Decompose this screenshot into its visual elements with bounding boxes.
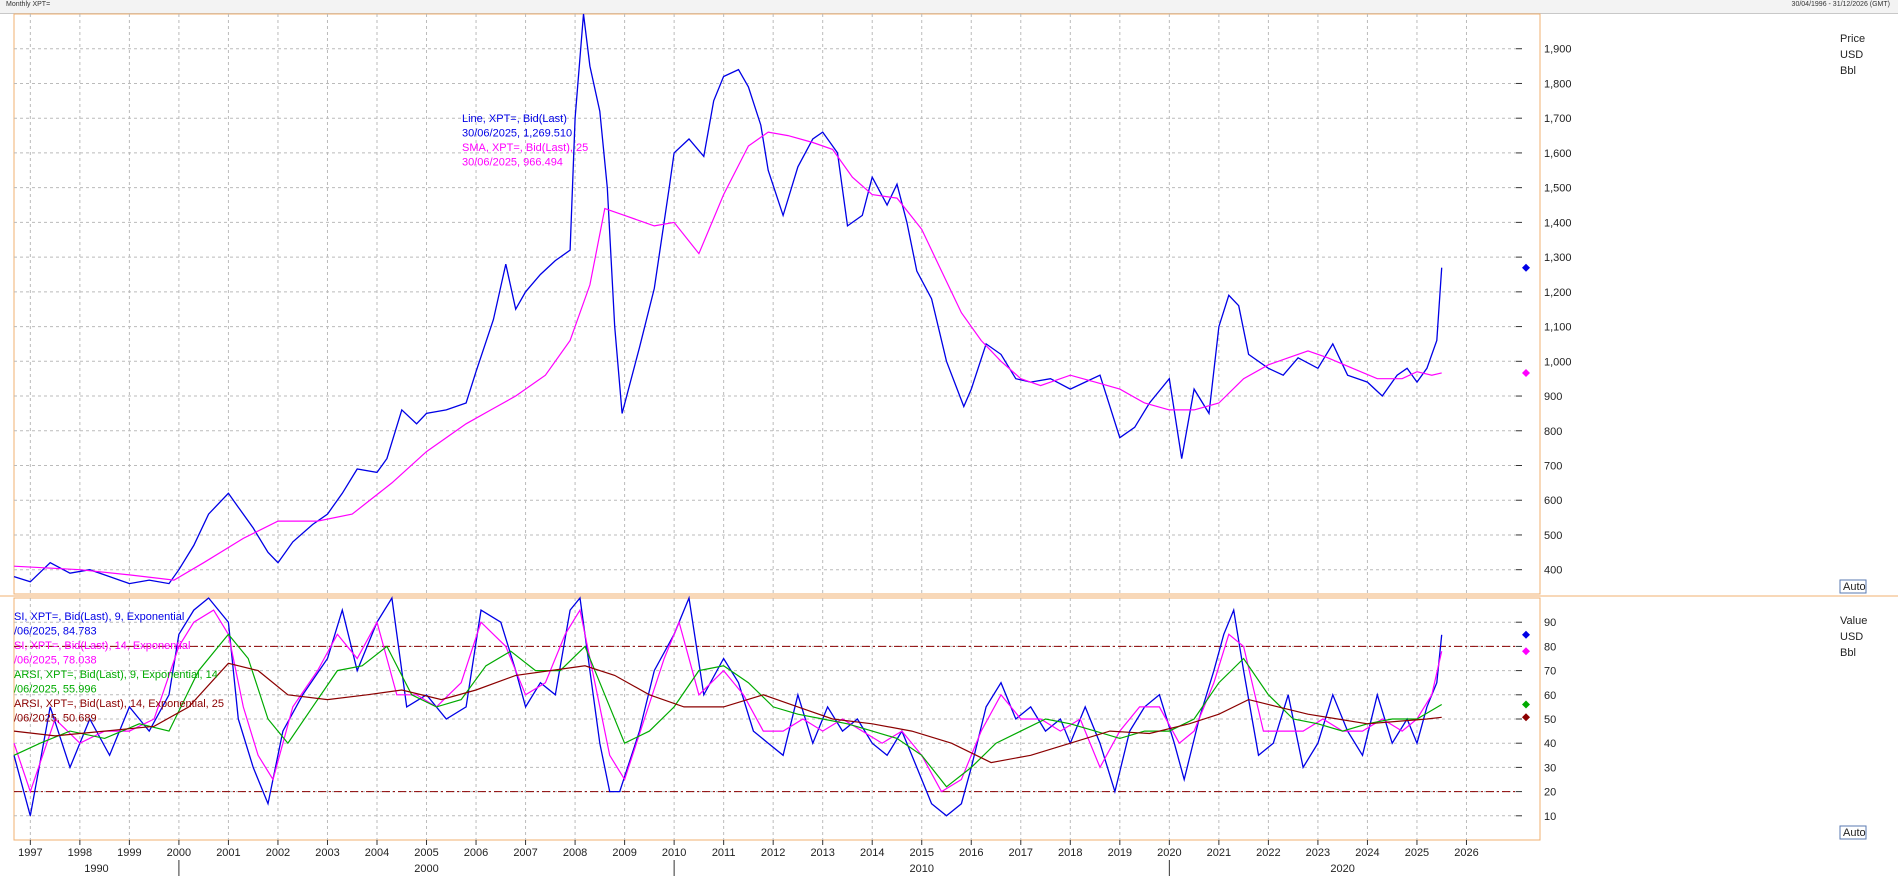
y-tick-label: 1,800 — [1544, 78, 1572, 90]
y-tick-label: 1,500 — [1544, 183, 1572, 195]
price-panel-frame — [13, 13, 1541, 595]
x-tick-label: 1998 — [68, 847, 92, 859]
x-tick-label: 2015 — [909, 847, 933, 859]
rsi-legend-text: /06/2025, 55.996 — [14, 684, 97, 696]
price-last-value-marker — [1522, 368, 1530, 377]
rsi-legend-text: /06/2025, 50.689 — [14, 713, 97, 725]
y-tick-label: 1,100 — [1544, 322, 1572, 334]
window-title: Monthly XPT= — [6, 1, 51, 8]
price-series-line — [13, 131, 1442, 581]
y-tick-label: 700 — [1544, 460, 1562, 472]
decade-label: 2010 — [909, 863, 933, 875]
rsi-series-line — [13, 662, 1442, 764]
y-tick-label: 1,200 — [1544, 287, 1572, 299]
y-tick-label: 10 — [1544, 811, 1556, 823]
x-tick-label: 2004 — [365, 847, 389, 859]
rsi-axis-unit-label: Bbl — [1840, 647, 1856, 659]
rsi-legend-text: ARSI, XPT=, Bid(Last), 14, Exponential, … — [14, 698, 224, 710]
x-tick-label: 2000 — [167, 847, 191, 859]
rsi-axis-unit-label: USD — [1840, 631, 1863, 643]
rsi-legend-text: ARSI, XPT=, Bid(Last), 9, Exponential, 1… — [14, 669, 218, 681]
x-tick-label: 2005 — [414, 847, 438, 859]
decade-label: 2020 — [1330, 863, 1354, 875]
rsi-legend-text: SI, XPT=, Bid(Last), 9, Exponential — [14, 611, 184, 623]
y-tick-label: 40 — [1544, 738, 1556, 750]
y-tick-label: 30 — [1544, 762, 1556, 774]
rsi-auto-button-label: Auto — [1843, 827, 1866, 839]
price-legend-text: SMA, XPT=, Bid(Last), 25 — [462, 142, 588, 154]
y-tick-label: 800 — [1544, 426, 1562, 438]
y-tick-label: 1,600 — [1544, 148, 1572, 160]
rsi-legend-text: /06/2025, 78.038 — [14, 655, 97, 667]
x-tick-label: 2010 — [662, 847, 686, 859]
y-tick-label: 80 — [1544, 641, 1556, 653]
y-tick-label: 50 — [1544, 714, 1556, 726]
window-date-range: 30/04/1996 - 31/12/2026 (GMT) — [1791, 1, 1890, 8]
decade-label: 2000 — [414, 863, 438, 875]
y-tick-label: 1,000 — [1544, 356, 1572, 368]
price-legend-text: 30/06/2025, 1,269.510 — [462, 128, 572, 140]
price-last-value-marker — [1522, 263, 1530, 272]
rsi-series-line — [13, 595, 1443, 817]
x-tick-label: 1997 — [18, 847, 42, 859]
x-tick-label: 2016 — [959, 847, 983, 859]
price-axis-unit-label: Price — [1840, 33, 1865, 45]
rsi-auto-button[interactable] — [1839, 825, 1867, 840]
rsi-last-value-marker — [1522, 700, 1530, 709]
x-tick-label: 2002 — [266, 847, 290, 859]
rsi-last-value-marker — [1522, 630, 1530, 639]
decade-label: 1990 — [84, 863, 108, 875]
x-tick-label: 2003 — [315, 847, 339, 859]
rsi-axis-unit-label: Value — [1840, 615, 1867, 627]
y-tick-label: 1,300 — [1544, 252, 1572, 264]
y-tick-label: 90 — [1544, 617, 1556, 629]
x-tick-label: 2001 — [216, 847, 240, 859]
rsi-legend-text: /06/2025, 84.783 — [14, 626, 97, 638]
x-tick-label: 2018 — [1058, 847, 1082, 859]
price-axis-unit-label: Bbl — [1840, 65, 1856, 77]
price-auto-button-label: Auto — [1843, 581, 1866, 593]
x-tick-label: 2014 — [860, 847, 884, 859]
price-auto-button[interactable] — [1839, 579, 1867, 594]
x-tick-label: 2021 — [1207, 847, 1231, 859]
price-legend-text: 30/06/2025, 966.494 — [462, 157, 563, 169]
x-tick-label: 2009 — [612, 847, 636, 859]
y-tick-label: 60 — [1544, 690, 1556, 702]
rsi-legend-text: SI, XPT=, Bid(Last), 14, Exponential — [14, 640, 190, 652]
x-tick-label: 2020 — [1157, 847, 1181, 859]
x-tick-label: 2007 — [513, 847, 537, 859]
rsi-series-line — [13, 633, 1443, 788]
y-tick-label: 900 — [1544, 391, 1562, 403]
x-tick-label: 2022 — [1256, 847, 1280, 859]
x-tick-label: 2008 — [563, 847, 587, 859]
x-tick-label: 2025 — [1405, 847, 1429, 859]
y-tick-label: 1,400 — [1544, 217, 1572, 229]
x-tick-label: 2006 — [464, 847, 488, 859]
x-tick-label: 2024 — [1355, 847, 1379, 859]
y-tick-label: 500 — [1544, 530, 1562, 542]
x-tick-label: 2017 — [1009, 847, 1033, 859]
y-tick-label: 70 — [1544, 666, 1556, 678]
price-axis-unit-label: USD — [1840, 49, 1863, 61]
price-legend-text: Line, XPT=, Bid(Last) — [462, 113, 567, 125]
x-tick-label: 2019 — [1108, 847, 1132, 859]
y-tick-label: 1,700 — [1544, 113, 1572, 125]
x-tick-label: 2026 — [1454, 847, 1478, 859]
x-tick-label: 2013 — [810, 847, 834, 859]
rsi-series-line — [13, 608, 1443, 794]
y-tick-label: 20 — [1544, 787, 1556, 799]
x-tick-label: 2023 — [1306, 847, 1330, 859]
y-tick-label: 600 — [1544, 495, 1562, 507]
x-tick-label: 2012 — [761, 847, 785, 859]
rsi-last-value-marker — [1522, 647, 1530, 656]
rsi-last-value-marker — [1522, 713, 1530, 722]
price-series-line — [13, 13, 1443, 585]
y-tick-label: 400 — [1544, 565, 1562, 577]
x-tick-label: 2011 — [712, 847, 736, 859]
y-tick-label: 1,900 — [1544, 44, 1572, 56]
x-tick-label: 1999 — [117, 847, 141, 859]
